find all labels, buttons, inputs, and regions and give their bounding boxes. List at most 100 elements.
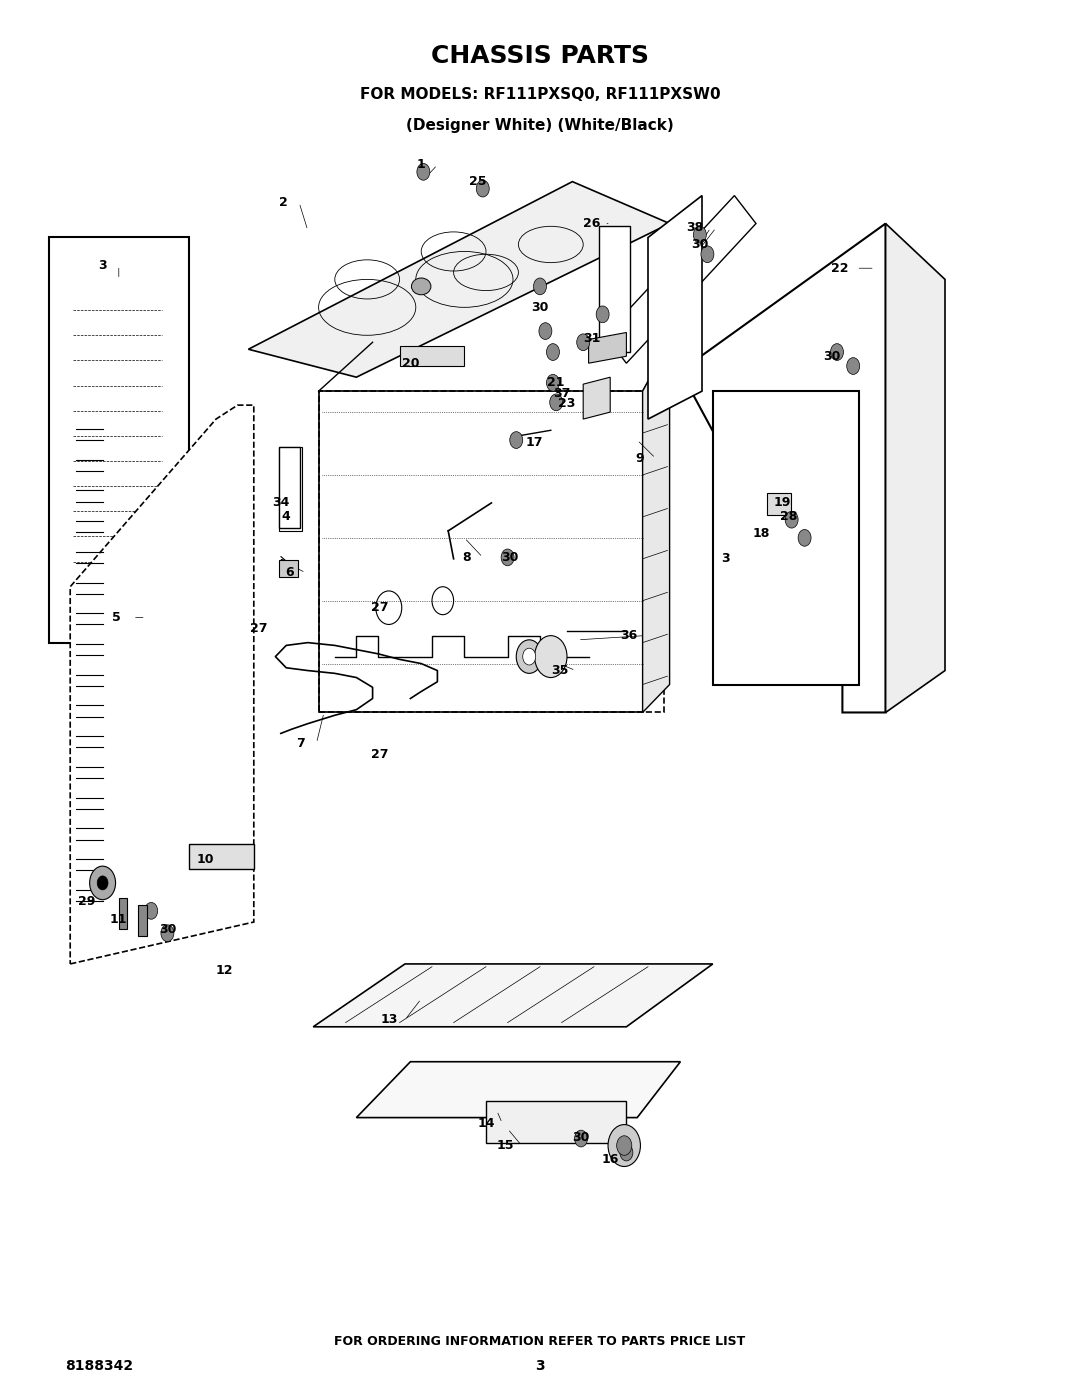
Bar bbox=[282, 513, 297, 520]
Bar bbox=[319, 391, 643, 712]
Text: CHASSIS PARTS: CHASSIS PARTS bbox=[431, 43, 649, 68]
Circle shape bbox=[575, 1130, 588, 1147]
Circle shape bbox=[501, 549, 514, 566]
Circle shape bbox=[535, 636, 567, 678]
Polygon shape bbox=[648, 196, 702, 419]
Text: 37: 37 bbox=[553, 387, 570, 401]
Polygon shape bbox=[313, 964, 713, 1027]
Text: 30: 30 bbox=[501, 550, 518, 564]
Text: 34: 34 bbox=[272, 496, 289, 510]
Circle shape bbox=[516, 640, 542, 673]
Text: 28: 28 bbox=[780, 510, 797, 524]
Bar bbox=[282, 453, 299, 461]
Bar bbox=[189, 844, 254, 869]
Text: 21: 21 bbox=[548, 376, 565, 390]
Circle shape bbox=[145, 902, 158, 919]
Bar bbox=[279, 560, 298, 577]
Bar bbox=[282, 468, 297, 475]
Circle shape bbox=[510, 432, 523, 448]
Polygon shape bbox=[583, 377, 610, 419]
Bar bbox=[282, 478, 299, 486]
Text: 30: 30 bbox=[823, 349, 840, 363]
Circle shape bbox=[550, 394, 563, 411]
Bar bbox=[282, 457, 297, 464]
Text: 30: 30 bbox=[531, 300, 549, 314]
Bar bbox=[282, 490, 299, 499]
Bar bbox=[599, 226, 630, 352]
Circle shape bbox=[161, 925, 174, 942]
Bar bbox=[282, 515, 299, 524]
Circle shape bbox=[97, 876, 108, 890]
Text: 22: 22 bbox=[832, 261, 849, 275]
Circle shape bbox=[90, 866, 116, 900]
Bar bbox=[488, 1097, 596, 1132]
Bar bbox=[282, 479, 297, 486]
Circle shape bbox=[523, 648, 536, 665]
Polygon shape bbox=[589, 332, 626, 363]
Bar bbox=[319, 391, 664, 712]
Polygon shape bbox=[643, 342, 670, 712]
Circle shape bbox=[546, 374, 559, 391]
Text: 27: 27 bbox=[372, 747, 389, 761]
Text: 7: 7 bbox=[296, 736, 305, 750]
Text: 1: 1 bbox=[417, 158, 426, 172]
Text: 38: 38 bbox=[686, 221, 703, 235]
Bar bbox=[767, 493, 791, 515]
Text: 11: 11 bbox=[110, 912, 127, 926]
Text: 31: 31 bbox=[583, 331, 600, 345]
Polygon shape bbox=[248, 182, 670, 377]
Text: 6: 6 bbox=[285, 566, 294, 580]
Circle shape bbox=[847, 358, 860, 374]
Circle shape bbox=[831, 344, 843, 360]
Text: 3: 3 bbox=[536, 1359, 544, 1373]
Bar bbox=[726, 414, 845, 665]
Circle shape bbox=[608, 1125, 640, 1166]
Text: FOR ORDERING INFORMATION REFER TO PARTS PRICE LIST: FOR ORDERING INFORMATION REFER TO PARTS … bbox=[335, 1334, 745, 1348]
Circle shape bbox=[539, 323, 552, 339]
Text: 27: 27 bbox=[372, 601, 389, 615]
Bar bbox=[282, 502, 297, 509]
Circle shape bbox=[693, 226, 706, 243]
Text: 29: 29 bbox=[78, 894, 95, 908]
Text: 30: 30 bbox=[572, 1130, 590, 1144]
Text: 14: 14 bbox=[477, 1116, 495, 1130]
Circle shape bbox=[785, 511, 798, 528]
Text: 2: 2 bbox=[279, 196, 287, 210]
Text: 23: 23 bbox=[558, 397, 576, 411]
Bar bbox=[70, 272, 167, 615]
Circle shape bbox=[701, 246, 714, 263]
Text: 5: 5 bbox=[112, 610, 121, 624]
Bar bbox=[282, 490, 297, 497]
Text: 18: 18 bbox=[753, 527, 770, 541]
Bar bbox=[400, 346, 464, 366]
Bar bbox=[279, 447, 302, 531]
Text: 15: 15 bbox=[497, 1139, 514, 1153]
Circle shape bbox=[476, 180, 489, 197]
Text: 3: 3 bbox=[98, 258, 107, 272]
Bar bbox=[486, 1101, 626, 1143]
Text: 8188342: 8188342 bbox=[65, 1359, 133, 1373]
Circle shape bbox=[546, 344, 559, 360]
Circle shape bbox=[417, 163, 430, 180]
Text: 8: 8 bbox=[462, 550, 471, 564]
Text: 36: 36 bbox=[620, 629, 637, 643]
Polygon shape bbox=[49, 237, 189, 643]
Polygon shape bbox=[886, 224, 945, 712]
Text: 13: 13 bbox=[380, 1013, 397, 1027]
Text: 9: 9 bbox=[635, 451, 644, 465]
Polygon shape bbox=[605, 196, 756, 363]
Text: 35: 35 bbox=[551, 664, 568, 678]
Text: 27: 27 bbox=[251, 622, 268, 636]
Text: (Designer White) (White/Black): (Designer White) (White/Black) bbox=[406, 119, 674, 133]
Bar bbox=[279, 447, 300, 528]
Polygon shape bbox=[356, 1062, 680, 1118]
Text: 20: 20 bbox=[402, 356, 419, 370]
Text: 17: 17 bbox=[526, 436, 543, 450]
Text: 19: 19 bbox=[773, 496, 791, 510]
Text: 30: 30 bbox=[159, 922, 176, 936]
Bar bbox=[282, 465, 299, 474]
Circle shape bbox=[596, 306, 609, 323]
Text: 3: 3 bbox=[721, 552, 730, 566]
Text: 16: 16 bbox=[602, 1153, 619, 1166]
Text: 25: 25 bbox=[469, 175, 486, 189]
